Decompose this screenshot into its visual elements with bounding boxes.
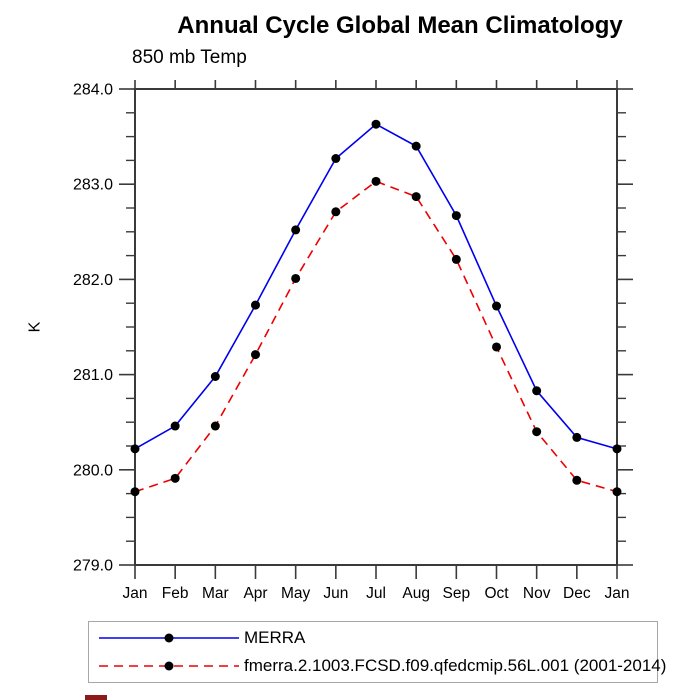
data-point-1-Sep — [451, 254, 461, 264]
x-tick-label: Jan — [123, 585, 148, 602]
legend-line-sample-dashed — [99, 661, 239, 671]
data-point-0-Mar — [210, 372, 220, 382]
data-point-1-Dec — [572, 475, 582, 485]
data-point-0-May — [291, 225, 301, 235]
data-point-0-Jun — [331, 153, 341, 163]
data-point-0-Feb — [170, 421, 180, 431]
y-tick-label: 283.0 — [73, 177, 113, 194]
plot-border — [134, 88, 618, 566]
x-tick-label: Feb — [162, 585, 189, 602]
x-tick-label: Jun — [323, 585, 348, 602]
legend-item-merra: MERRA — [95, 625, 657, 651]
legend-marker-dot-icon — [164, 633, 174, 643]
x-tick-label: Mar — [202, 585, 229, 602]
series-line-0 — [134, 123, 618, 450]
data-point-1-Jan — [130, 487, 140, 497]
data-point-1-Nov — [532, 427, 542, 437]
data-point-1-Jun — [331, 207, 341, 217]
data-point-0-Jan — [130, 444, 140, 454]
x-tick-label: Sep — [443, 585, 471, 602]
data-point-0-Dec — [572, 432, 582, 442]
data-point-1-May — [291, 273, 301, 283]
data-point-1-Aug — [411, 192, 421, 202]
data-point-1-Mar — [210, 421, 220, 431]
chart-subtitle: 850 mb Temp — [132, 47, 247, 68]
x-tick-label: Dec — [563, 585, 591, 602]
legend-item-fmerra: fmerra.2.1003.FCSD.f09.qfedcmip.56L.001 … — [95, 653, 666, 679]
x-tick-label: Jan — [605, 585, 630, 602]
legend-box: MERRA fmerra.2.1003.FCSD.f09.qfedcmip.56… — [88, 621, 666, 683]
bottom-red-mark — [85, 695, 107, 700]
legend-label-fmerra: fmerra.2.1003.FCSD.f09.qfedcmip.56L.001 … — [244, 656, 667, 675]
x-tick-label: May — [281, 585, 311, 602]
data-point-1-Feb — [170, 473, 180, 483]
series-line-1 — [134, 180, 618, 493]
data-point-0-Oct — [492, 301, 501, 311]
data-point-1-Jul — [371, 176, 381, 186]
x-tick-label: Jul — [366, 585, 386, 602]
y-tick-label: 280.0 — [73, 462, 113, 479]
x-tick-label: Nov — [523, 585, 551, 602]
data-point-1-Oct — [492, 342, 501, 352]
y-tick-label: 279.0 — [73, 558, 113, 575]
data-point-1-Jan — [612, 487, 622, 497]
data-point-0-Aug — [411, 141, 421, 151]
x-tick-label: Oct — [484, 585, 509, 602]
x-tick-label: Apr — [243, 585, 267, 602]
y-tick-label: 284.0 — [73, 82, 113, 99]
y-tick-label: 281.0 — [73, 367, 113, 384]
data-point-0-Sep — [451, 211, 461, 221]
chart-title: Annual Cycle Global Mean Climatology — [177, 12, 623, 39]
x-tick-label: Aug — [402, 585, 430, 602]
data-point-0-Apr — [251, 300, 260, 310]
data-point-0-Jul — [371, 119, 381, 129]
data-point-0-Nov — [532, 386, 542, 396]
y-tick-label: 282.0 — [73, 272, 113, 289]
data-point-1-Apr — [251, 350, 260, 360]
data-point-0-Jan — [612, 444, 622, 454]
legend-label-merra: MERRA — [244, 628, 306, 647]
legend-marker-dot-icon — [164, 661, 174, 671]
legend-line-sample-solid — [99, 633, 239, 643]
